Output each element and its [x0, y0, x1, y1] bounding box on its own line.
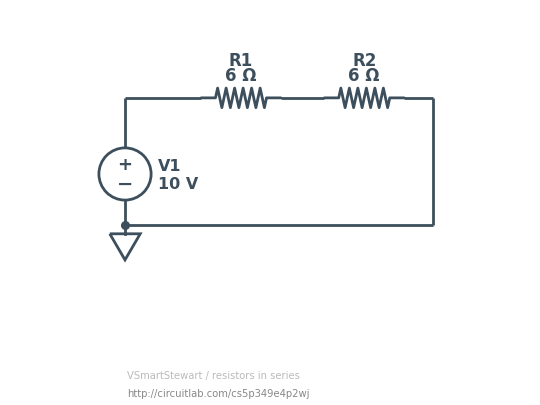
Text: R1: R1: [229, 51, 253, 70]
Text: VSmartStewart / resistors in series: VSmartStewart / resistors in series: [127, 371, 300, 381]
Text: 6 Ω: 6 Ω: [225, 67, 256, 85]
Text: CIRCUIT: CIRCUIT: [12, 369, 56, 379]
Text: 6 Ω: 6 Ω: [348, 67, 380, 85]
Text: −: −: [117, 175, 133, 194]
Text: 10 V: 10 V: [158, 177, 198, 192]
Text: R2: R2: [352, 51, 376, 70]
Text: V1: V1: [158, 159, 181, 174]
Text: http://circuitlab.com/cs5p349e4p2wj: http://circuitlab.com/cs5p349e4p2wj: [127, 388, 309, 399]
Text: —⧸―▌―LAB: —⧸―▌―LAB: [12, 388, 59, 399]
Text: +: +: [118, 156, 132, 174]
